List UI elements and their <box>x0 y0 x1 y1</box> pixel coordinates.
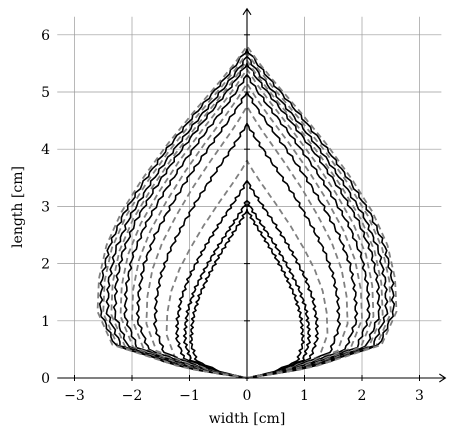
axes <box>57 7 447 383</box>
x-tick-label-4: 1 <box>300 388 309 404</box>
y-tick-label-5: 5 <box>41 85 50 101</box>
x-axis-arrow-icon <box>439 373 447 383</box>
y-axis-arrow-icon <box>242 7 252 16</box>
x-tick-label-0: −3 <box>64 388 85 404</box>
x-tick-label-6: 3 <box>415 388 424 404</box>
model-contour-7 <box>131 82 363 379</box>
x-tick-label-2: −1 <box>179 388 200 404</box>
y-tick-label-4: 4 <box>41 142 50 158</box>
y-tick-label-0: 0 <box>41 371 50 387</box>
x-tick-label-1: −2 <box>122 388 143 404</box>
model-contour-5 <box>145 105 349 379</box>
x-tick-label-3: 0 <box>243 388 252 404</box>
x-axis-label: width [cm] <box>209 411 286 427</box>
y-tick-label-3: 3 <box>41 199 50 215</box>
y-tick-label-6: 6 <box>41 28 50 44</box>
x-tick-label-5: 2 <box>358 388 367 404</box>
model-contour-15 <box>96 45 398 379</box>
y-tick-label-1: 1 <box>41 314 50 330</box>
y-axis-label: length [cm] <box>10 166 26 248</box>
tick-labels: −3 −2 −1 0 1 2 3 0 1 2 3 4 5 6 <box>41 28 424 404</box>
y-tick-label-2: 2 <box>41 257 50 273</box>
